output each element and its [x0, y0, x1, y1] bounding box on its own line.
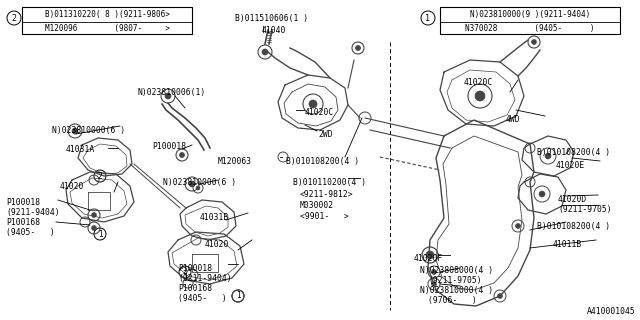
Circle shape	[431, 282, 436, 286]
Circle shape	[421, 11, 435, 25]
Circle shape	[72, 128, 78, 134]
Circle shape	[475, 91, 485, 101]
Bar	[440, 7, 620, 34]
Circle shape	[94, 228, 106, 240]
Text: N)023810000(6 ): N)023810000(6 )	[163, 178, 236, 187]
Circle shape	[309, 100, 317, 108]
Text: P100018: P100018	[178, 264, 212, 273]
Text: 41020: 41020	[60, 182, 84, 191]
Text: N)023808000(4 ): N)023808000(4 )	[420, 266, 493, 275]
Text: 41020E: 41020E	[556, 161, 585, 170]
Text: 41020: 41020	[205, 240, 229, 249]
Circle shape	[179, 266, 191, 278]
Circle shape	[355, 45, 360, 51]
Text: M120096        (9807-     >: M120096 (9807- >	[45, 23, 170, 33]
Text: M120063: M120063	[218, 157, 252, 166]
Circle shape	[94, 170, 106, 182]
Text: B)011310220( 8 )(9211-9806>: B)011310220( 8 )(9211-9806>	[45, 10, 170, 19]
Text: N)023810006(1): N)023810006(1)	[138, 88, 206, 97]
Circle shape	[497, 293, 502, 299]
Text: <9211-9812>: <9211-9812>	[300, 190, 354, 199]
Circle shape	[92, 212, 97, 218]
Text: B)010108200(4 ): B)010108200(4 )	[286, 157, 359, 166]
Circle shape	[196, 186, 200, 190]
Text: 1: 1	[98, 229, 102, 238]
Text: 2: 2	[182, 268, 188, 276]
Text: <9901-   >: <9901- >	[300, 212, 349, 221]
Text: (9405-   ): (9405- )	[178, 294, 227, 303]
Circle shape	[232, 290, 244, 302]
Text: 41020C: 41020C	[464, 78, 493, 87]
Text: P100018: P100018	[152, 142, 186, 151]
Text: N370028        (9405-      ): N370028 (9405- )	[465, 23, 595, 33]
Circle shape	[262, 49, 268, 55]
Text: (9405-   ): (9405- )	[6, 228, 55, 237]
Circle shape	[545, 153, 551, 159]
Text: (9706-   ): (9706- )	[428, 296, 477, 305]
Text: (9211-9705): (9211-9705)	[428, 276, 482, 285]
Text: N)023810000(9 )(9211-9404): N)023810000(9 )(9211-9404)	[470, 10, 590, 19]
Circle shape	[531, 39, 536, 44]
Text: M030002: M030002	[300, 201, 334, 210]
Text: 41020C: 41020C	[305, 108, 334, 117]
Text: A410001045: A410001045	[588, 307, 636, 316]
Text: P100018: P100018	[6, 198, 40, 207]
Text: 2: 2	[12, 13, 17, 22]
Text: B)011510606(1 ): B)011510606(1 )	[235, 14, 308, 23]
Text: 41011B: 41011B	[553, 240, 582, 249]
Text: P100168: P100168	[6, 218, 40, 227]
Text: 1: 1	[236, 292, 240, 300]
Circle shape	[515, 223, 520, 228]
Text: N)023810000(4 ): N)023810000(4 )	[420, 286, 493, 295]
Circle shape	[7, 11, 21, 25]
Text: 41020D: 41020D	[558, 195, 588, 204]
Text: B)010110200(4 ): B)010110200(4 )	[293, 178, 366, 187]
Bar	[22, 7, 192, 34]
Text: 2WD: 2WD	[318, 130, 333, 139]
Text: 41020F: 41020F	[414, 254, 444, 263]
Circle shape	[189, 181, 195, 187]
Text: N)023810000(6 ): N)023810000(6 )	[52, 126, 125, 135]
Text: 41040: 41040	[262, 26, 286, 35]
Circle shape	[539, 191, 545, 197]
Text: 4WD: 4WD	[506, 115, 520, 124]
Text: B)010108200(4 ): B)010108200(4 )	[537, 148, 610, 157]
Circle shape	[165, 93, 171, 99]
Text: 41031B: 41031B	[200, 213, 229, 222]
Circle shape	[92, 226, 97, 230]
Text: (9211-9404): (9211-9404)	[178, 274, 232, 283]
Circle shape	[431, 269, 436, 275]
Circle shape	[426, 251, 434, 259]
Text: (9211-9404): (9211-9404)	[6, 208, 60, 217]
Text: P100168: P100168	[178, 284, 212, 293]
Text: B)010108200(4 ): B)010108200(4 )	[537, 222, 610, 231]
Text: 2: 2	[98, 172, 102, 180]
Text: (9211-9705): (9211-9705)	[558, 205, 612, 214]
Circle shape	[179, 153, 184, 157]
Text: 41031A: 41031A	[66, 145, 95, 154]
Text: 1: 1	[426, 13, 431, 22]
